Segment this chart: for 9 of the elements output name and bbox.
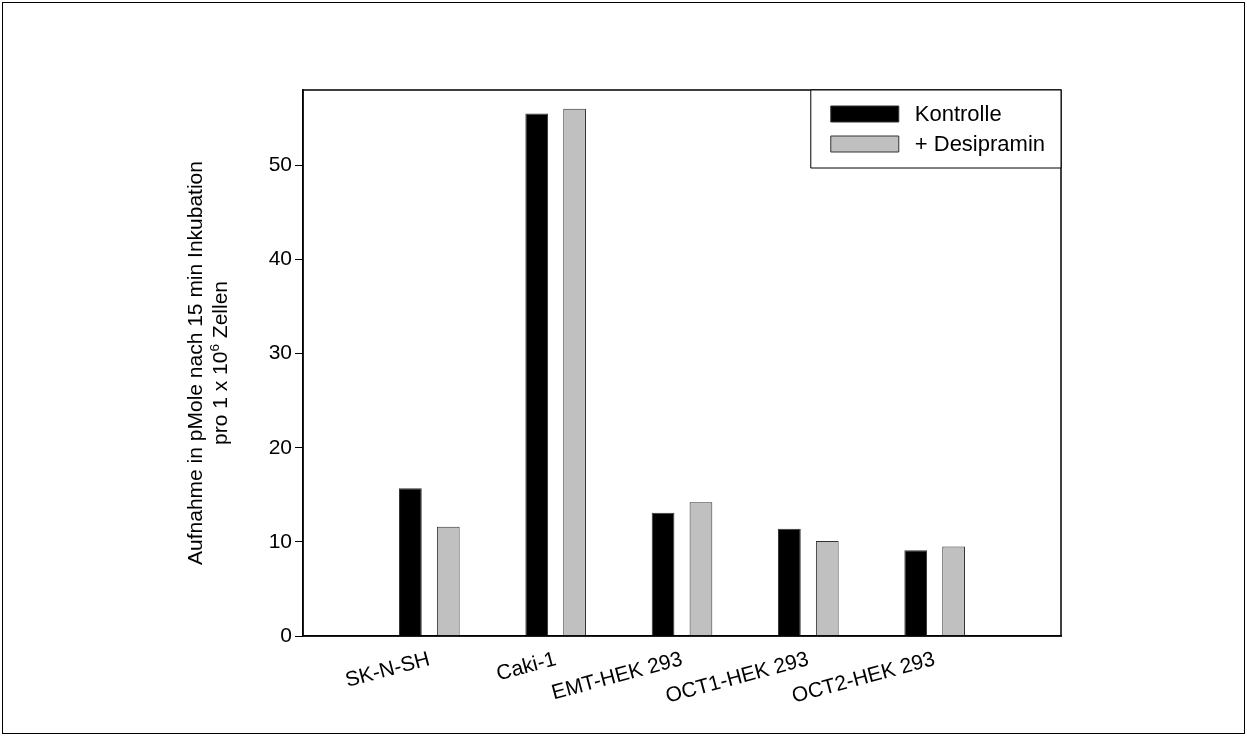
x-tick-label: SK-N-SH bbox=[342, 646, 432, 691]
y-tick-label: 0 bbox=[280, 622, 292, 646]
y-tick-label: 50 bbox=[268, 152, 292, 176]
y-tick-label: 30 bbox=[268, 340, 292, 364]
legend-label: Kontrolle bbox=[914, 101, 1002, 127]
legend-label: + Desipramin bbox=[914, 131, 1045, 157]
y-tick-label: 10 bbox=[268, 528, 292, 552]
y-tick-label: 20 bbox=[268, 434, 292, 458]
y-tick-label: 40 bbox=[268, 246, 292, 270]
